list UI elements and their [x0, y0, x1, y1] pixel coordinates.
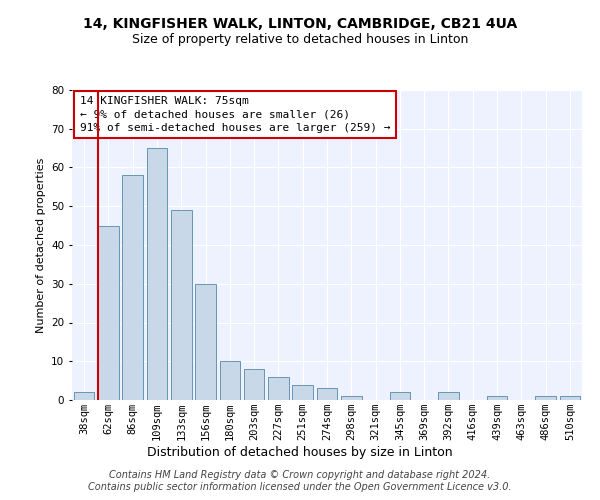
Bar — [341, 396, 362, 400]
Bar — [268, 377, 289, 400]
Y-axis label: Number of detached properties: Number of detached properties — [35, 158, 46, 332]
Text: Distribution of detached houses by size in Linton: Distribution of detached houses by size … — [147, 446, 453, 459]
Bar — [438, 392, 459, 400]
Bar — [292, 384, 313, 400]
Text: 14, KINGFISHER WALK, LINTON, CAMBRIDGE, CB21 4UA: 14, KINGFISHER WALK, LINTON, CAMBRIDGE, … — [83, 18, 517, 32]
Text: Contains HM Land Registry data © Crown copyright and database right 2024.: Contains HM Land Registry data © Crown c… — [109, 470, 491, 480]
Bar — [535, 396, 556, 400]
Bar — [122, 175, 143, 400]
Text: Size of property relative to detached houses in Linton: Size of property relative to detached ho… — [132, 32, 468, 46]
Bar — [560, 396, 580, 400]
Bar — [171, 210, 191, 400]
Bar — [244, 369, 265, 400]
Bar — [98, 226, 119, 400]
Text: 14 KINGFISHER WALK: 75sqm
← 9% of detached houses are smaller (26)
91% of semi-d: 14 KINGFISHER WALK: 75sqm ← 9% of detach… — [80, 96, 390, 132]
Bar — [487, 396, 508, 400]
Bar — [74, 392, 94, 400]
Text: Contains public sector information licensed under the Open Government Licence v3: Contains public sector information licen… — [88, 482, 512, 492]
Bar — [195, 284, 216, 400]
Bar — [146, 148, 167, 400]
Bar — [317, 388, 337, 400]
Bar — [220, 361, 240, 400]
Bar — [389, 392, 410, 400]
